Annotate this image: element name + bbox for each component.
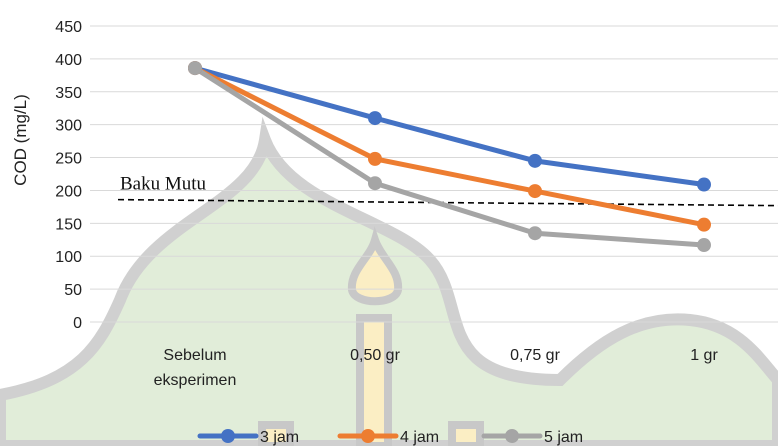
y-tick-label: 400	[55, 52, 82, 69]
y-tick-label: 450	[55, 19, 82, 36]
y-tick-label: 350	[55, 85, 82, 102]
y-tick-label: 200	[55, 183, 82, 200]
watermark-pillar-left	[258, 421, 294, 446]
legend-label-3: 5 jam	[544, 429, 583, 446]
data-point	[368, 176, 382, 191]
legend: 3 jam 4 jam 5 jam	[197, 429, 583, 446]
x-tick-label: Sebelum eksperimen	[154, 347, 237, 389]
y-tick-label: 300	[55, 118, 82, 135]
y-tick-label: 0	[73, 315, 82, 332]
gridlines	[90, 25, 778, 323]
legend-marker-2	[361, 429, 375, 443]
legend-marker-3	[505, 429, 519, 443]
y-tick-label: 100	[55, 249, 82, 266]
baku-mutu-label: Baku Mutu	[120, 174, 207, 195]
data-point	[697, 177, 711, 192]
x-tick-labels: Sebelum eksperimen 0,50 gr 0,75 gr 1 gr	[154, 347, 719, 389]
watermark-tower	[356, 314, 392, 446]
series-line-2	[192, 65, 707, 228]
watermark-pillar-right	[448, 421, 484, 446]
legend-label-2: 4 jam	[400, 429, 439, 446]
data-point	[528, 226, 542, 241]
x-tick-label: 1 gr	[690, 347, 718, 364]
data-point	[697, 238, 711, 253]
data-point	[368, 151, 382, 166]
data-point	[368, 111, 382, 126]
x-tick-label: 0,50 gr	[350, 347, 400, 364]
data-point	[697, 217, 711, 232]
watermark-logo	[0, 116, 778, 446]
data-point	[188, 61, 202, 76]
y-tick-label: 50	[64, 282, 82, 299]
y-tick-label: 250	[55, 151, 82, 168]
watermark-spire	[347, 226, 403, 306]
data-point	[528, 153, 542, 168]
y-tick-label: 150	[55, 216, 82, 233]
baku-mutu-annotation: Baku Mutu	[117, 174, 778, 207]
y-axis-label: COD (mg/L)	[11, 94, 30, 186]
x-tick-label: 0,75 gr	[510, 347, 560, 364]
data-point	[528, 184, 542, 199]
series-line-1	[192, 65, 707, 188]
baku-mutu-line	[117, 198, 778, 207]
series-line-3	[192, 65, 707, 248]
y-tick-labels: 0 50 100 150 200 250 300 350 400 450	[55, 19, 82, 332]
legend-label-1: 3 jam	[260, 429, 299, 446]
legend-marker-1	[221, 429, 235, 443]
series-group	[188, 61, 711, 253]
